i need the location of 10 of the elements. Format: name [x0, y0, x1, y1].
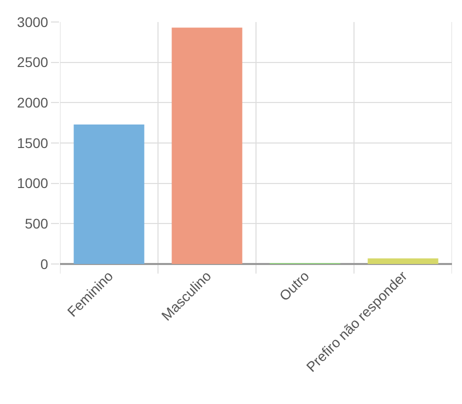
bar — [172, 28, 242, 264]
y-tick-label: 500 — [24, 216, 48, 232]
bar — [368, 258, 438, 264]
y-tick-label: 2000 — [17, 94, 48, 111]
y-tick-label: 2500 — [17, 54, 48, 70]
y-tick-label: 1500 — [17, 134, 48, 151]
bar — [74, 124, 144, 264]
y-tick-label: 3000 — [17, 14, 48, 30]
y-tick-label: 0 — [40, 256, 48, 272]
y-tick-label: 1000 — [17, 175, 48, 192]
